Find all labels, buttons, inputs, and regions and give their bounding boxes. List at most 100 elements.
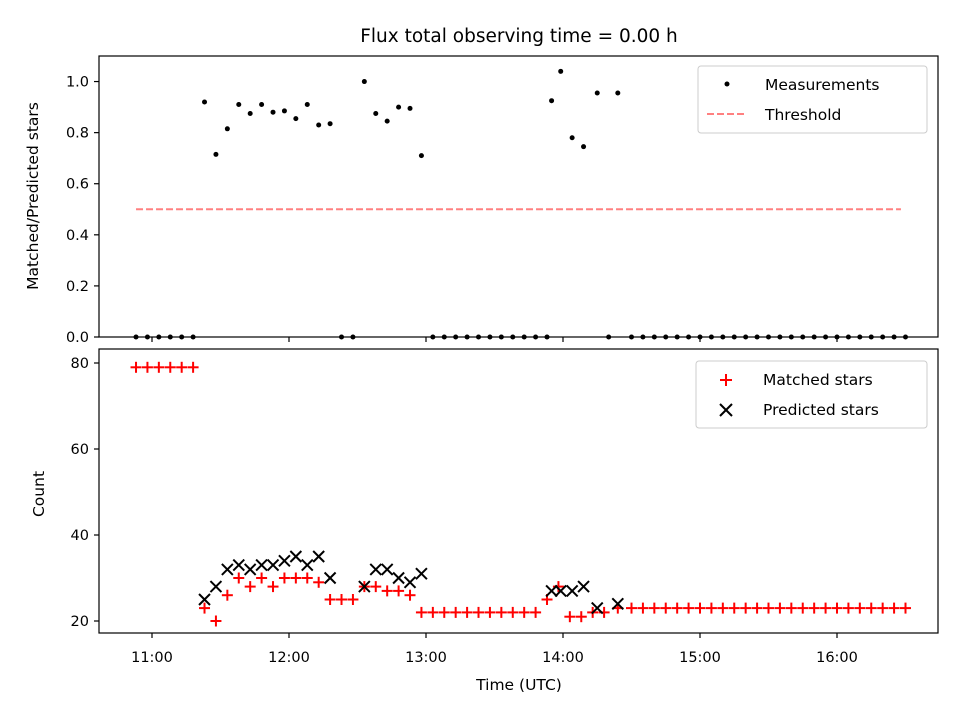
matched-stars-point: [865, 602, 877, 614]
y-tick-label: 0.2: [66, 279, 89, 295]
matched-stars-point: [484, 606, 496, 618]
matched-stars-point: [728, 602, 740, 614]
predicted-stars-point: [289, 550, 303, 563]
matched-stars-point: [221, 589, 233, 601]
measurement-point: [418, 153, 424, 159]
predicted-stars-point: [545, 584, 558, 598]
matched-stars-point: [176, 361, 188, 373]
predicted-stars-point: [369, 563, 382, 576]
legend-count: Matched stars Predicted stars: [695, 360, 928, 429]
legend-marker-predicted: [719, 403, 733, 417]
matched-stars-point: [153, 361, 165, 373]
measurement-point: [316, 122, 322, 128]
legend-label-measurements: Measurements: [765, 76, 880, 94]
matched-stars-point: [842, 602, 854, 614]
predicted-stars-point: [255, 558, 268, 572]
matched-stars-point: [199, 602, 211, 614]
measurement-point: [327, 121, 333, 127]
matched-stars-point: [210, 615, 222, 627]
matched-stars-point: [473, 606, 485, 618]
legend-box-ratio: [697, 65, 928, 134]
measurement-point: [615, 90, 621, 96]
measurement-point: [236, 102, 242, 108]
y-tick-label: 20: [71, 614, 89, 630]
matched-stars-point: [256, 572, 268, 584]
matched-stars-point: [694, 602, 706, 614]
matched-stars-point: [705, 602, 717, 614]
matched-stars-point: [740, 602, 752, 614]
matched-stars-point: [164, 361, 176, 373]
matched-stars-point: [130, 361, 142, 373]
y-tick-label: 0.0: [66, 330, 89, 346]
matched-stars-point: [751, 602, 763, 614]
measurement-point: [202, 99, 208, 105]
matched-stars-point: [564, 611, 576, 623]
predicted-stars-point: [312, 550, 325, 563]
plot-frame-ratio: [98, 55, 939, 338]
matched-stars-point: [877, 602, 889, 614]
matched-stars-point: [381, 585, 393, 597]
matched-stars-point: [530, 606, 542, 618]
measurement-point: [270, 109, 276, 115]
predicted-stars-point: [403, 576, 417, 589]
matched-stars-point: [854, 602, 866, 614]
x-tick-label: 11:00: [131, 650, 173, 666]
matched-stars-point: [683, 602, 695, 614]
x-axis-label: Time (UTC): [475, 676, 562, 694]
matched-stars-point: [290, 572, 302, 584]
predicted-stars-point: [209, 580, 223, 593]
matched-stars-point: [233, 572, 245, 584]
x-tick-label: 13:00: [405, 650, 447, 666]
matched-stars-point: [427, 606, 439, 618]
y-axis-label-count: Count: [30, 471, 48, 517]
predicted-stars-point: [266, 558, 280, 572]
plot-frame-count: [98, 348, 939, 634]
predicted-stars-point: [591, 601, 604, 615]
chart-title: Flux total observing time = 0.00 h: [360, 26, 678, 47]
legend-label-matched: Matched stars: [763, 371, 873, 389]
x-ticks-count: 11:00 12:00 13:00 14:00 15:00 16:00: [131, 633, 858, 666]
predicted-stars-point: [611, 597, 625, 611]
x-tick-label: 12:00: [268, 650, 310, 666]
measurement-point: [373, 110, 379, 116]
predicted-stars-point: [278, 554, 291, 568]
matched-stars-point: [495, 606, 507, 618]
x-tick-label: 16:00: [816, 650, 858, 666]
measurement-point: [549, 98, 555, 104]
ratio-panel: Flux total observing time = 0.00 h Match…: [24, 26, 939, 346]
matched-stars-point: [187, 361, 199, 373]
matched-stars-point: [324, 594, 336, 605]
measurement-point: [558, 68, 564, 74]
predicted-stars-point: [415, 567, 428, 580]
matched-stars-point: [393, 585, 405, 597]
legend-marker-measurements: [724, 81, 730, 87]
predicted-stars-point: [358, 580, 371, 593]
measurement-point: [304, 102, 310, 108]
matched-stars-point: [301, 572, 313, 584]
y-ticks-count: 20 40 60 80: [71, 356, 99, 630]
matched-stars-point: [507, 606, 519, 618]
legend-label-threshold: Threshold: [764, 106, 841, 124]
predicted-stars-point: [301, 558, 314, 572]
matched-stars-point: [831, 602, 843, 614]
predicted-stars-point: [577, 580, 590, 593]
measurement-point: [594, 90, 600, 96]
matched-stars-point: [244, 581, 256, 593]
matched-stars-point: [278, 572, 290, 584]
series-ratio: [133, 68, 908, 340]
y-tick-label: 60: [71, 442, 89, 458]
matched-stars-point: [774, 602, 786, 614]
y-tick-label: 40: [71, 528, 89, 544]
legend-marker-matched: [720, 374, 732, 386]
matched-stars-point: [404, 589, 416, 601]
matched-stars-point: [347, 594, 359, 605]
matched-stars-point: [648, 602, 660, 614]
y-ticks-ratio: 0.0 0.2 0.4 0.6 0.8 1.0: [66, 75, 99, 346]
predicted-stars-point: [392, 571, 405, 585]
legend-label-predicted: Predicted stars: [763, 401, 879, 419]
matched-stars-point: [336, 594, 348, 605]
measurement-point: [224, 126, 230, 132]
series-count: [130, 361, 911, 627]
count-panel: Count Time (UTC) 20 40 60 80 11:00 12:00 13:0…: [30, 348, 939, 694]
